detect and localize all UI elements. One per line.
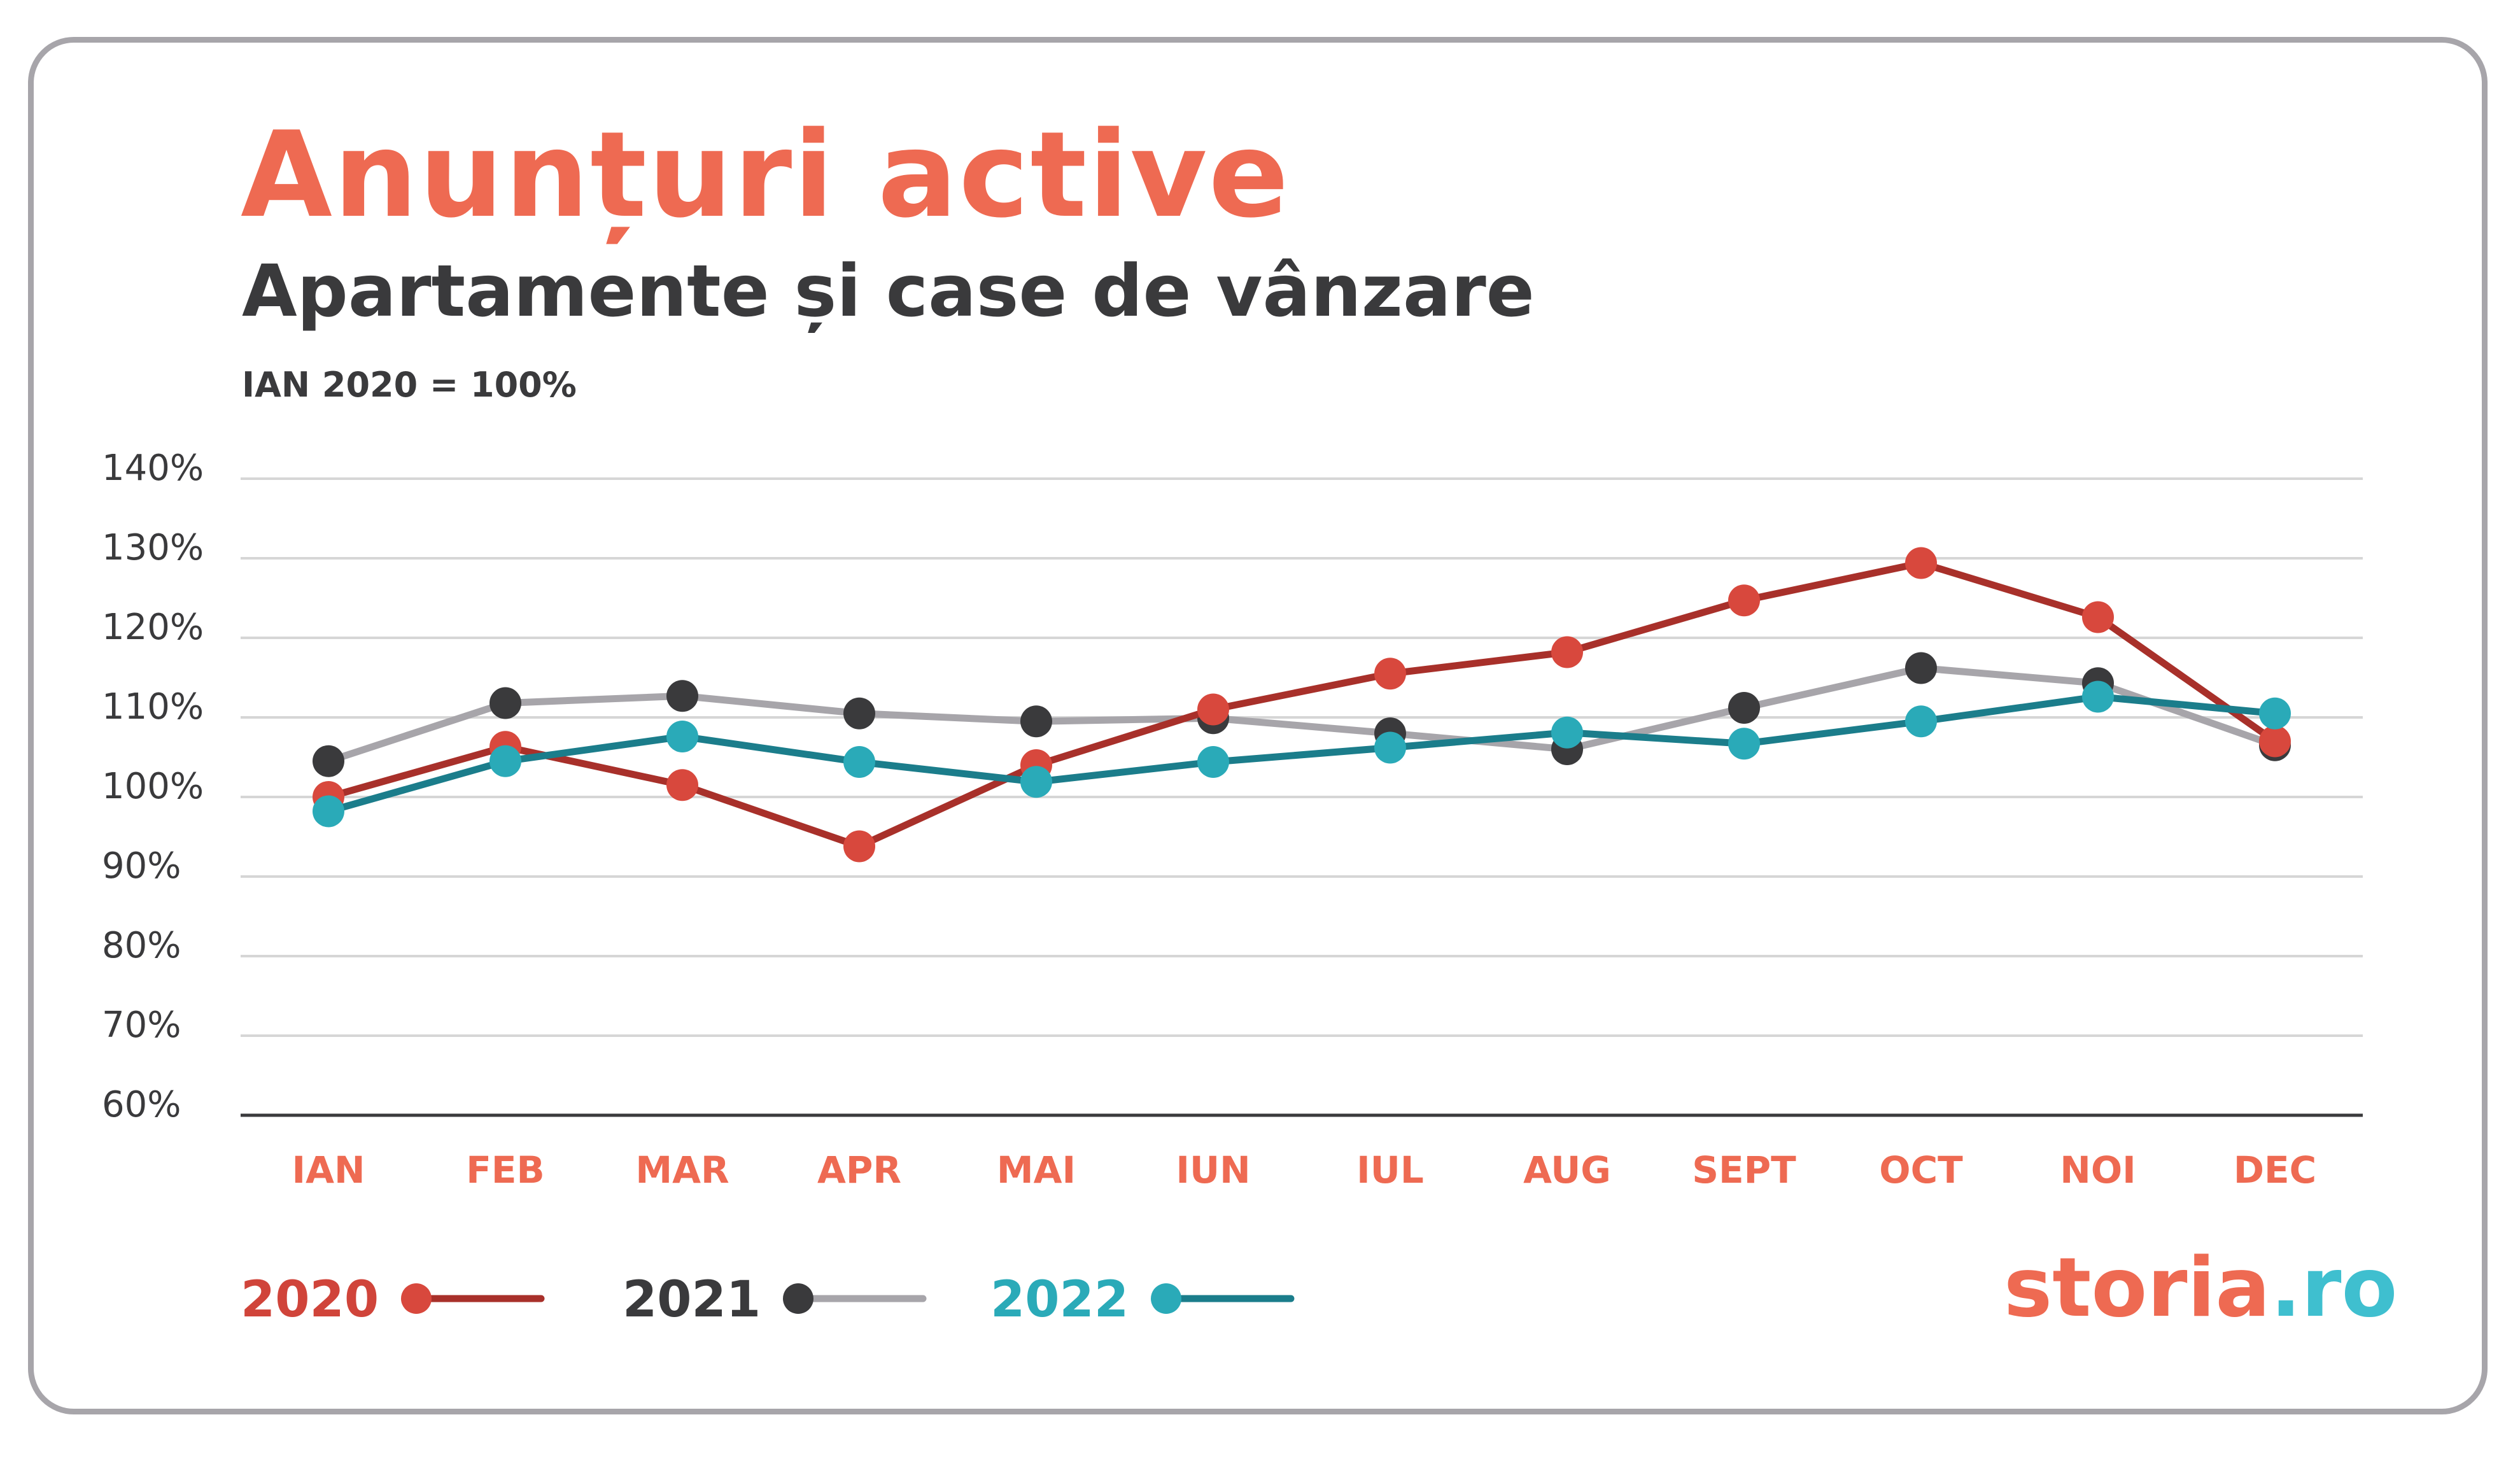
data-point-2021: [1020, 705, 1052, 738]
data-point-2022: [1020, 766, 1052, 798]
y-grid: 60% 70% 80% 90% 100% 110% 120% 130% 140%: [102, 448, 2363, 1125]
data-point-2022: [1374, 731, 1406, 764]
x-tick-label: NOI: [2060, 1148, 2136, 1192]
x-tick-label: APR: [817, 1148, 901, 1192]
data-point-2022: [1728, 728, 1760, 760]
y-tick-label: 70%: [102, 1004, 181, 1046]
y-tick-label: 100%: [102, 766, 204, 807]
legend-marker-2022: [1151, 1283, 1181, 1314]
index-note: IAN 2020 = 100%: [242, 365, 577, 405]
data-point-2021: [313, 745, 344, 777]
series-2022: [313, 680, 2291, 828]
data-point-2020: [2259, 725, 2291, 758]
data-point-2022: [843, 746, 875, 778]
x-tick-label: IUL: [1356, 1148, 1424, 1192]
data-point-2022: [1551, 716, 1583, 749]
x-tick-label: IAN: [292, 1148, 365, 1192]
x-tick-label: OCT: [1879, 1148, 1963, 1192]
x-tick-label: DEC: [2234, 1148, 2316, 1192]
x-tick-label: AUG: [1523, 1148, 1611, 1192]
series-line-2022: [325, 693, 2279, 815]
x-tick-labels: IAN FEB MAR APR MAI IUN IUL AUG SEPT OCT NOI DEC: [292, 1148, 2316, 1192]
y-tick-label: 90%: [102, 845, 181, 887]
x-tick-label: FEB: [466, 1148, 544, 1192]
y-tick-label: 120%: [102, 607, 204, 648]
y-tick-label: 60%: [102, 1084, 181, 1125]
logo-name: storia: [2004, 1241, 2270, 1336]
data-point-2020: [666, 769, 698, 801]
x-tick-label: MAI: [997, 1148, 1076, 1192]
y-tick-label: 130%: [102, 527, 204, 568]
data-point-2020: [1728, 584, 1760, 617]
logo-tld: .ro: [2270, 1241, 2398, 1336]
legend-marker-2020: [401, 1283, 432, 1314]
x-tick-label: SEPT: [1692, 1148, 1796, 1192]
x-tick-label: IUN: [1176, 1148, 1250, 1192]
series-2020: [313, 547, 2291, 863]
x-tick-label: MAR: [635, 1148, 729, 1192]
data-point-2020: [843, 830, 875, 863]
data-point-2020: [1905, 547, 1937, 579]
legend: 2020 2021 2022: [241, 1271, 1295, 1329]
data-point-2022: [1197, 746, 1229, 778]
y-tick-label: 80%: [102, 925, 181, 966]
legend-label-2021: 2021: [623, 1271, 761, 1329]
data-point-2022: [1905, 705, 1937, 738]
y-tick-label: 110%: [102, 686, 204, 728]
data-point-2021: [1728, 692, 1760, 724]
data-point-2022: [489, 745, 521, 777]
data-point-2021: [489, 687, 521, 719]
chart-subtitle: Apartamente și case de vânzare: [242, 250, 1535, 333]
storia-logo: storia.ro: [2004, 1248, 2397, 1329]
data-point-2020: [1197, 693, 1229, 726]
series-line-2021: [325, 665, 2279, 765]
series-line-2020: [325, 560, 2279, 850]
legend-marker-2021: [783, 1283, 813, 1314]
data-point-2021: [843, 697, 875, 730]
data-point-2020: [2082, 601, 2114, 633]
data-point-2020: [1551, 636, 1583, 668]
legend-label-2020: 2020: [241, 1271, 379, 1329]
data-point-2021: [1905, 652, 1937, 684]
data-point-2022: [313, 795, 344, 828]
data-point-2021: [666, 680, 698, 712]
data-point-2020: [1374, 658, 1406, 690]
data-point-2022: [2259, 697, 2291, 730]
y-tick-label: 140%: [102, 448, 204, 489]
chart-title: Anunțuri active: [241, 106, 1290, 244]
data-point-2022: [666, 721, 698, 752]
legend-label-2022: 2022: [990, 1271, 1129, 1329]
data-point-2022: [2082, 680, 2114, 713]
